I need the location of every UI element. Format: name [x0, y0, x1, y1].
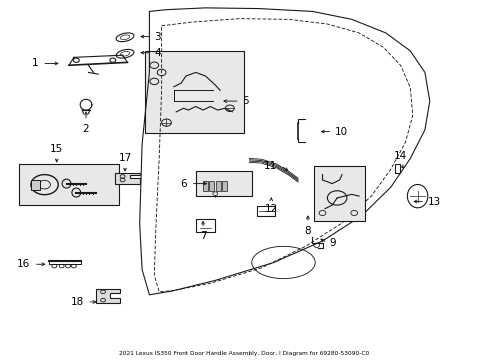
- FancyBboxPatch shape: [19, 164, 119, 205]
- Text: 6: 6: [180, 179, 186, 189]
- Text: 2: 2: [82, 124, 89, 134]
- Text: 18: 18: [70, 297, 83, 307]
- Text: 16: 16: [17, 259, 30, 269]
- Text: 7: 7: [199, 231, 206, 241]
- Text: 4: 4: [154, 48, 161, 58]
- Bar: [394, 164, 399, 173]
- Text: 8: 8: [304, 226, 310, 236]
- Text: 12: 12: [264, 204, 277, 215]
- Bar: [256, 206, 275, 216]
- Bar: [222, 181, 226, 192]
- FancyBboxPatch shape: [144, 51, 244, 134]
- FancyBboxPatch shape: [314, 166, 365, 221]
- Bar: [209, 181, 214, 192]
- Bar: [215, 181, 220, 192]
- FancyBboxPatch shape: [195, 171, 251, 196]
- Text: 3: 3: [154, 32, 161, 41]
- Text: 9: 9: [329, 238, 336, 248]
- Text: 1: 1: [32, 58, 38, 68]
- Text: 14: 14: [393, 151, 407, 161]
- Text: 10: 10: [334, 127, 347, 136]
- Polygon shape: [115, 173, 140, 184]
- Bar: [203, 181, 207, 192]
- Bar: [195, 220, 215, 232]
- Text: 5: 5: [242, 96, 248, 106]
- Text: 2021 Lexus IS350 Front Door Handle Assembly, Door, I Diagram for 69280-53090-C0: 2021 Lexus IS350 Front Door Handle Assem…: [119, 351, 369, 356]
- Bar: [31, 180, 40, 190]
- Text: 15: 15: [50, 144, 63, 154]
- Text: 13: 13: [427, 197, 440, 207]
- Text: 11: 11: [264, 161, 277, 171]
- Polygon shape: [96, 289, 120, 303]
- Text: 17: 17: [118, 153, 131, 163]
